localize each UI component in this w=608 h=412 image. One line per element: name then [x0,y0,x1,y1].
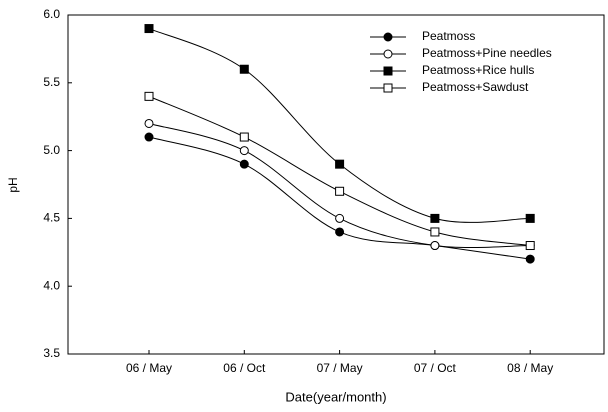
data-point [525,213,535,223]
legend-label: Peatmoss+Pine needles [422,46,552,60]
legend-marker [383,83,393,93]
data-point [430,241,440,251]
data-point [335,213,345,223]
data-point [430,227,440,237]
x-tick-label: 06 / May [126,361,172,375]
data-point [144,24,154,34]
y-tick-label: 5.5 [43,75,60,89]
legend-marker [383,32,393,42]
legend-label: Peatmoss+Sawdust [422,80,529,94]
legend-marker [383,66,393,76]
y-tick-label: 4.5 [43,211,60,225]
y-tick-label: 4.0 [43,278,60,292]
data-point [144,132,154,142]
series-line [148,136,531,260]
data-point [525,254,535,264]
x-tick-label: 07 / May [317,361,363,375]
y-tick-label: 5.0 [43,143,60,157]
y-tick-label: 3.5 [43,346,60,360]
plot-frame [67,14,605,355]
data-point [239,159,249,169]
data-point [335,186,345,196]
data-point [144,118,154,128]
data-point [239,146,249,156]
data-point [239,64,249,74]
x-tick-label: 07 / Oct [414,361,457,375]
legend-label: Peatmoss [422,29,475,43]
y-axis-label: pH [6,177,20,192]
x-tick-label: 08 / May [507,361,553,375]
x-tick-label: 06 / Oct [223,361,266,375]
series-line [148,95,531,247]
legend-marker [383,49,393,59]
y-tick-label: 6.0 [43,7,60,21]
x-axis-label: Date(year/month) [285,389,386,404]
legend-label: Peatmoss+Rice hulls [422,63,534,77]
data-point [144,91,154,101]
data-point [430,213,440,223]
data-point [239,132,249,142]
data-point [525,241,535,251]
data-point [335,159,345,169]
data-point [335,227,345,237]
